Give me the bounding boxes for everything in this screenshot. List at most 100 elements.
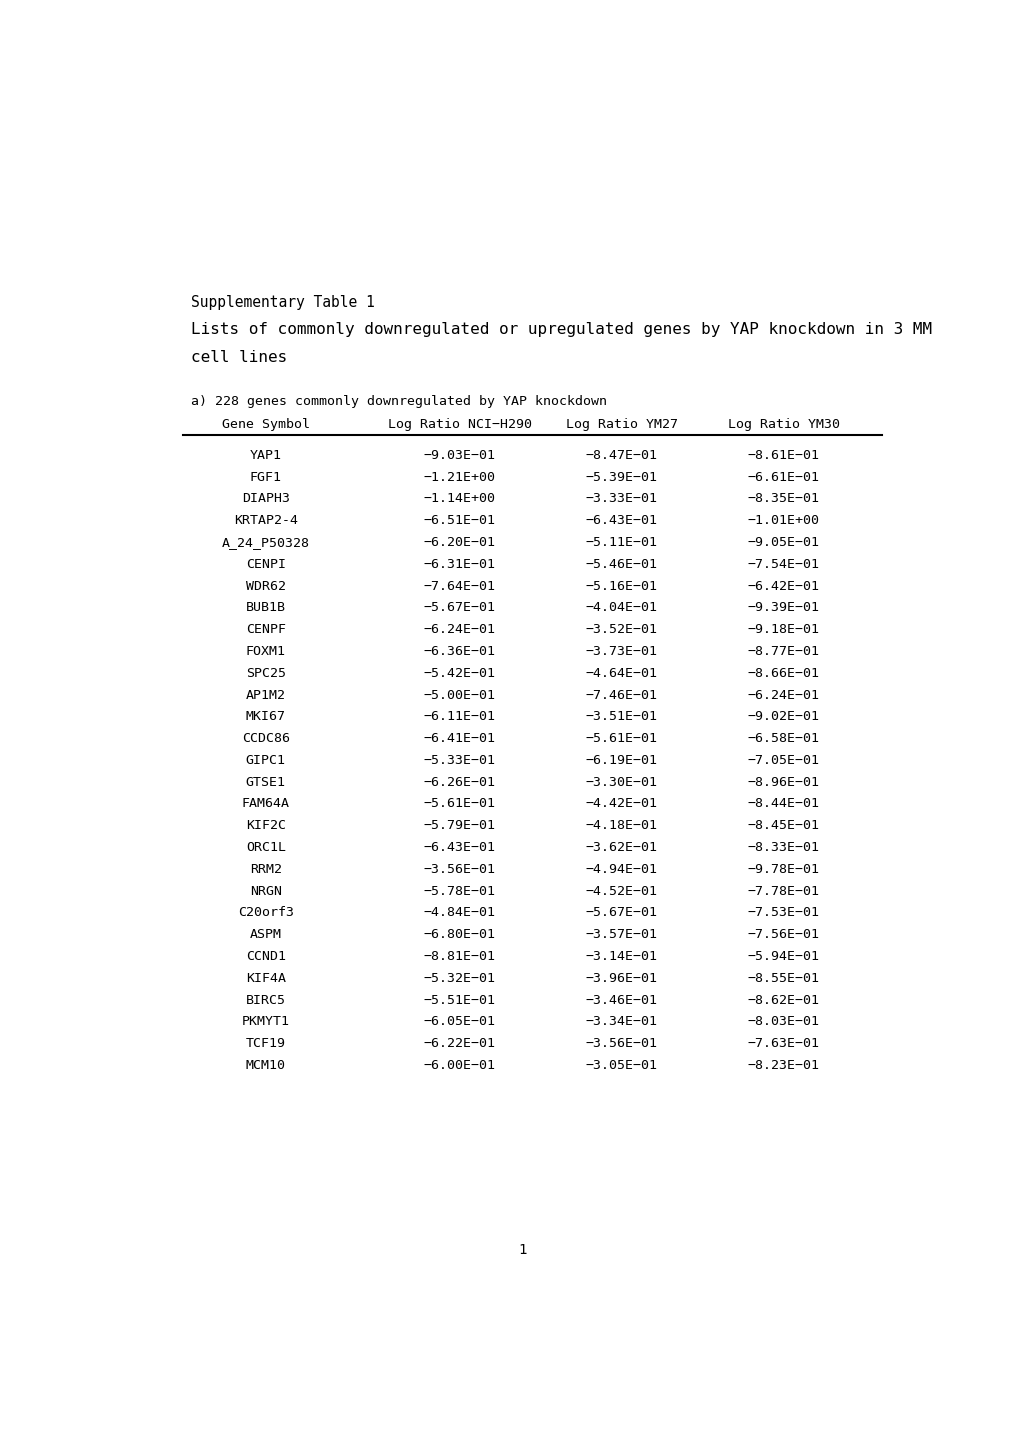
Text: −7.54E−01: −7.54E−01 (747, 558, 819, 571)
Text: −5.67E−01: −5.67E−01 (423, 602, 495, 615)
Text: −6.19E−01: −6.19E−01 (585, 753, 657, 766)
Text: −3.73E−01: −3.73E−01 (585, 645, 657, 658)
Text: Log Ratio YM27: Log Ratio YM27 (565, 418, 677, 431)
Text: KIF2C: KIF2C (246, 820, 285, 833)
Text: CCDC86: CCDC86 (242, 732, 289, 745)
Text: −6.24E−01: −6.24E−01 (747, 688, 819, 701)
Text: 1: 1 (518, 1244, 527, 1257)
Text: Supplementary Table 1: Supplementary Table 1 (191, 294, 374, 310)
Text: −3.51E−01: −3.51E−01 (585, 710, 657, 723)
Text: −6.43E−01: −6.43E−01 (585, 514, 657, 527)
Text: −3.62E−01: −3.62E−01 (585, 841, 657, 854)
Text: SPC25: SPC25 (246, 667, 285, 680)
Text: −8.44E−01: −8.44E−01 (747, 798, 819, 811)
Text: MCM10: MCM10 (246, 1059, 285, 1072)
Text: −7.53E−01: −7.53E−01 (747, 906, 819, 919)
Text: −8.55E−01: −8.55E−01 (747, 971, 819, 984)
Text: −4.94E−01: −4.94E−01 (585, 863, 657, 876)
Text: −6.22E−01: −6.22E−01 (423, 1038, 495, 1051)
Text: −5.33E−01: −5.33E−01 (423, 753, 495, 766)
Text: −3.56E−01: −3.56E−01 (585, 1038, 657, 1051)
Text: NRGN: NRGN (250, 885, 281, 898)
Text: −5.16E−01: −5.16E−01 (585, 580, 657, 593)
Text: Log Ratio NCI−H290: Log Ratio NCI−H290 (387, 418, 531, 431)
Text: −9.03E−01: −9.03E−01 (423, 449, 495, 462)
Text: −5.79E−01: −5.79E−01 (423, 820, 495, 833)
Text: −6.58E−01: −6.58E−01 (747, 732, 819, 745)
Text: KIF4A: KIF4A (246, 971, 285, 984)
Text: −7.63E−01: −7.63E−01 (747, 1038, 819, 1051)
Text: −3.57E−01: −3.57E−01 (585, 928, 657, 941)
Text: −6.05E−01: −6.05E−01 (423, 1016, 495, 1029)
Text: −9.39E−01: −9.39E−01 (747, 602, 819, 615)
Text: −8.66E−01: −8.66E−01 (747, 667, 819, 680)
Text: WDR62: WDR62 (246, 580, 285, 593)
Text: −5.39E−01: −5.39E−01 (585, 470, 657, 483)
Text: −6.61E−01: −6.61E−01 (747, 470, 819, 483)
Text: −8.62E−01: −8.62E−01 (747, 994, 819, 1007)
Text: −5.42E−01: −5.42E−01 (423, 667, 495, 680)
Text: FGF1: FGF1 (250, 470, 281, 483)
Text: YAP1: YAP1 (250, 449, 281, 462)
Text: −9.78E−01: −9.78E−01 (747, 863, 819, 876)
Text: −8.03E−01: −8.03E−01 (747, 1016, 819, 1029)
Text: −7.64E−01: −7.64E−01 (423, 580, 495, 593)
Text: −8.77E−01: −8.77E−01 (747, 645, 819, 658)
Text: −6.41E−01: −6.41E−01 (423, 732, 495, 745)
Text: cell lines: cell lines (191, 351, 286, 365)
Text: −6.42E−01: −6.42E−01 (747, 580, 819, 593)
Text: AP1M2: AP1M2 (246, 688, 285, 701)
Text: −6.00E−01: −6.00E−01 (423, 1059, 495, 1072)
Text: −4.04E−01: −4.04E−01 (585, 602, 657, 615)
Text: −8.81E−01: −8.81E−01 (423, 949, 495, 962)
Text: RRM2: RRM2 (250, 863, 281, 876)
Text: −6.80E−01: −6.80E−01 (423, 928, 495, 941)
Text: −5.32E−01: −5.32E−01 (423, 971, 495, 984)
Text: −8.35E−01: −8.35E−01 (747, 492, 819, 505)
Text: −8.96E−01: −8.96E−01 (747, 776, 819, 789)
Text: −3.96E−01: −3.96E−01 (585, 971, 657, 984)
Text: −1.01E+00: −1.01E+00 (747, 514, 819, 527)
Text: MKI67: MKI67 (246, 710, 285, 723)
Text: a) 228 genes commonly downregulated by YAP knockdown: a) 228 genes commonly downregulated by Y… (191, 395, 606, 408)
Text: GIPC1: GIPC1 (246, 753, 285, 766)
Text: −1.21E+00: −1.21E+00 (423, 470, 495, 483)
Text: −9.05E−01: −9.05E−01 (747, 535, 819, 548)
Text: −4.84E−01: −4.84E−01 (423, 906, 495, 919)
Text: −5.61E−01: −5.61E−01 (423, 798, 495, 811)
Text: ORC1L: ORC1L (246, 841, 285, 854)
Text: GTSE1: GTSE1 (246, 776, 285, 789)
Text: ASPM: ASPM (250, 928, 281, 941)
Text: Gene Symbol: Gene Symbol (221, 418, 310, 431)
Text: CENPF: CENPF (246, 623, 285, 636)
Text: −4.52E−01: −4.52E−01 (585, 885, 657, 898)
Text: TCF19: TCF19 (246, 1038, 285, 1051)
Text: −3.56E−01: −3.56E−01 (423, 863, 495, 876)
Text: −5.61E−01: −5.61E−01 (585, 732, 657, 745)
Text: BIRC5: BIRC5 (246, 994, 285, 1007)
Text: −5.46E−01: −5.46E−01 (585, 558, 657, 571)
Text: C20orf3: C20orf3 (237, 906, 293, 919)
Text: −8.61E−01: −8.61E−01 (747, 449, 819, 462)
Text: −6.11E−01: −6.11E−01 (423, 710, 495, 723)
Text: Log Ratio YM30: Log Ratio YM30 (727, 418, 839, 431)
Text: −1.14E+00: −1.14E+00 (423, 492, 495, 505)
Text: −8.23E−01: −8.23E−01 (747, 1059, 819, 1072)
Text: −3.05E−01: −3.05E−01 (585, 1059, 657, 1072)
Text: −8.47E−01: −8.47E−01 (585, 449, 657, 462)
Text: −7.46E−01: −7.46E−01 (585, 688, 657, 701)
Text: −6.20E−01: −6.20E−01 (423, 535, 495, 548)
Text: −5.94E−01: −5.94E−01 (747, 949, 819, 962)
Text: −3.14E−01: −3.14E−01 (585, 949, 657, 962)
Text: CENPI: CENPI (246, 558, 285, 571)
Text: −6.26E−01: −6.26E−01 (423, 776, 495, 789)
Text: PKMYT1: PKMYT1 (242, 1016, 289, 1029)
Text: −6.43E−01: −6.43E−01 (423, 841, 495, 854)
Text: −5.78E−01: −5.78E−01 (423, 885, 495, 898)
Text: KRTAP2-4: KRTAP2-4 (233, 514, 298, 527)
Text: −4.64E−01: −4.64E−01 (585, 667, 657, 680)
Text: −3.30E−01: −3.30E−01 (585, 776, 657, 789)
Text: FOXM1: FOXM1 (246, 645, 285, 658)
Text: −5.67E−01: −5.67E−01 (585, 906, 657, 919)
Text: −8.45E−01: −8.45E−01 (747, 820, 819, 833)
